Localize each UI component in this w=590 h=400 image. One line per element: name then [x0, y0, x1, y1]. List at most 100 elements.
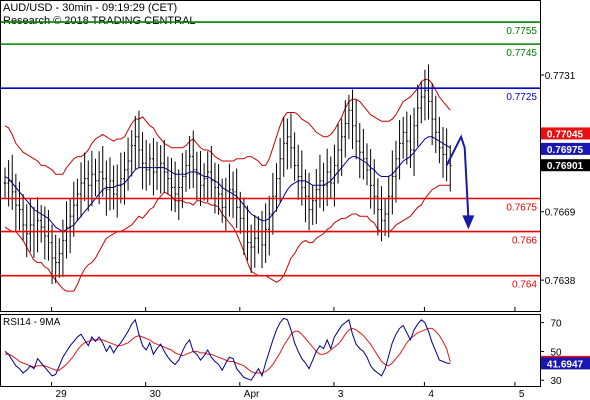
price-bar	[329, 156, 333, 199]
level-label: 0.7745	[506, 48, 537, 59]
price-bar	[289, 113, 293, 169]
price-bar	[340, 118, 343, 177]
price-bar	[423, 69, 427, 121]
price-bar	[130, 130, 133, 177]
price-bar	[401, 116, 405, 159]
projection-line	[445, 134, 470, 219]
price-bar	[148, 143, 152, 186]
price-axis-label: 0.7638	[545, 276, 576, 287]
price-tag-bg	[541, 142, 590, 155]
price-bar	[441, 127, 445, 178]
price-bar	[427, 64, 430, 120]
price-bar	[315, 168, 318, 225]
price-bar	[141, 131, 144, 190]
price-panel-frame	[0, 0, 541, 312]
price-bar	[76, 178, 79, 221]
price-bar	[58, 238, 61, 278]
price-bar	[336, 123, 340, 184]
rsi-axis-label: 50	[550, 347, 562, 358]
price-bar	[29, 198, 32, 252]
price-bar	[405, 111, 409, 165]
price-bar	[369, 149, 372, 209]
rsi-axis-label: 70	[550, 319, 562, 330]
price-bar	[72, 181, 76, 237]
price-tag-text: 0.77045	[547, 129, 584, 140]
price-bar	[68, 198, 72, 254]
price-bar	[293, 132, 296, 181]
price-bar	[398, 119, 401, 180]
price-bar	[47, 209, 50, 261]
price-bar	[83, 152, 86, 202]
price-tag-text: 0.76901	[547, 161, 584, 172]
price-bar	[105, 160, 108, 216]
price-bar	[97, 151, 101, 205]
price-tag: 0.77045	[541, 127, 590, 140]
price-bar	[90, 150, 94, 207]
price-bar	[275, 163, 278, 212]
price-bar	[170, 157, 173, 211]
price-bar	[333, 144, 336, 207]
price-bar	[162, 139, 166, 193]
level-label: 0.7755	[506, 26, 537, 37]
rsi-tag-text: 41.6947	[547, 359, 584, 370]
price-bar	[220, 178, 224, 223]
price-bar	[86, 160, 90, 212]
price-bar	[177, 169, 181, 221]
price-bar	[159, 145, 162, 194]
price-bar	[304, 169, 307, 223]
price-bar	[202, 163, 206, 201]
price-bar	[394, 140, 398, 203]
price-bar	[362, 128, 365, 180]
price-bar	[307, 172, 311, 231]
price-bar	[438, 116, 441, 164]
price-bar	[231, 171, 235, 218]
price-bar	[300, 150, 304, 206]
price-bar	[166, 156, 170, 195]
price-bar	[173, 161, 177, 213]
price-axis-label: 0.7669	[545, 208, 576, 219]
price-bar	[21, 194, 25, 241]
rsi-tag: 41.6947	[541, 357, 590, 370]
price-bar	[191, 130, 195, 188]
level-label: 0.7725	[506, 92, 537, 103]
price-bar	[343, 100, 347, 158]
price-bar	[445, 128, 448, 182]
rsi-axis-label: 30	[550, 376, 562, 387]
price-bar	[144, 139, 148, 191]
price-bar	[112, 165, 115, 210]
price-bar	[25, 204, 29, 258]
price-bar	[322, 162, 325, 212]
price-bar	[224, 177, 228, 231]
price-bar	[152, 138, 155, 196]
price-tag: 0.76975	[541, 142, 590, 156]
price-bar	[286, 118, 289, 170]
price-bar	[387, 175, 391, 238]
rsi-panel-title: RSI14 - 9MA	[3, 317, 61, 328]
x-axis-label: 29	[56, 389, 68, 400]
price-bar	[36, 197, 39, 253]
price-bar	[199, 150, 202, 207]
price-bar	[155, 141, 159, 191]
price-bar	[115, 164, 119, 218]
price-bar	[18, 181, 21, 231]
price-bar	[264, 203, 267, 263]
price-bar	[416, 84, 419, 147]
price-bar	[188, 135, 191, 189]
price-bar	[358, 123, 362, 179]
price-bar	[10, 154, 14, 210]
x-axis-label: 3	[338, 389, 344, 400]
price-bar	[311, 185, 314, 225]
price-bar	[325, 148, 329, 207]
price-bar	[79, 162, 83, 218]
bollinger-upper-line	[4, 78, 451, 175]
price-bar	[434, 95, 438, 154]
price-tag-bg	[541, 127, 590, 140]
price-bar	[253, 214, 257, 268]
level-label: 0.764	[512, 280, 537, 291]
price-bar	[184, 149, 188, 192]
price-bar	[354, 99, 358, 160]
price-bar	[119, 152, 123, 204]
rsi-line	[4, 317, 451, 381]
price-bar	[347, 94, 351, 139]
